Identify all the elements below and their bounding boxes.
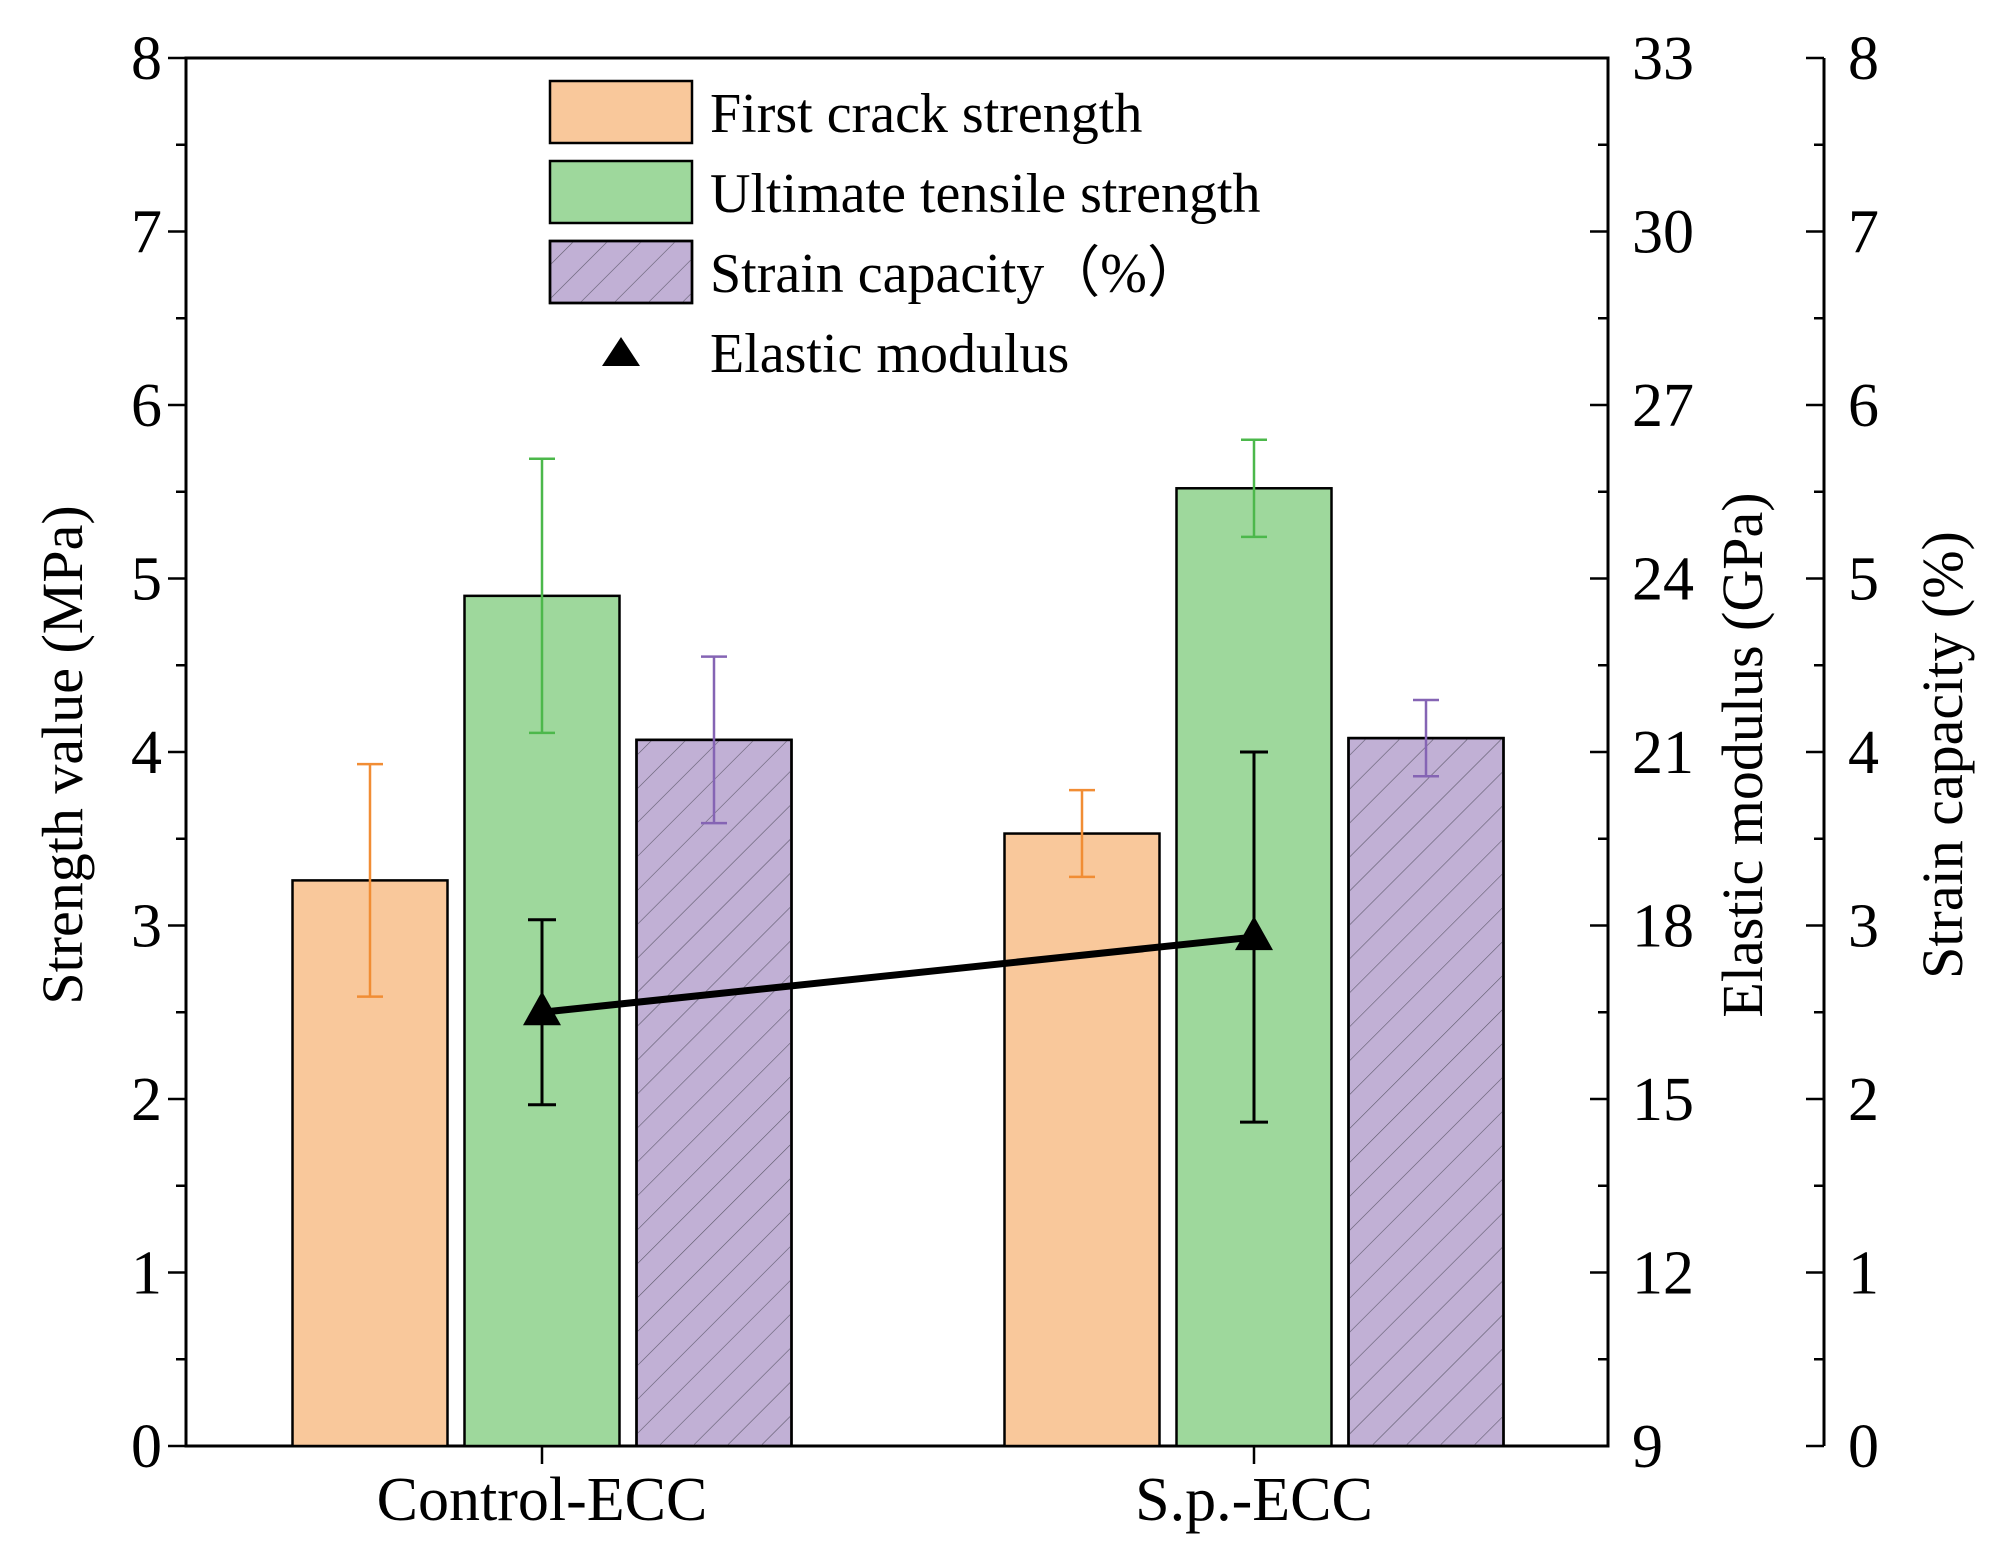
right-axis-tick-label: 27: [1632, 372, 1694, 440]
error-bar: [1069, 788, 1095, 879]
right-axis-tick-label: 30: [1632, 199, 1694, 267]
legend-swatch-first-crack: [548, 79, 694, 145]
strain-axis-tick-label: 1: [1848, 1240, 1879, 1308]
right-axis-tick-label: 24: [1632, 546, 1694, 614]
category-label: S.p.-ECC: [1135, 1466, 1373, 1534]
right-axis-tick-label: 9: [1632, 1413, 1663, 1481]
modulus-point: [523, 991, 561, 1026]
left-axis-tick-label: 2: [131, 1066, 162, 1134]
error-bar: [701, 655, 727, 825]
error-bar: [1241, 438, 1267, 539]
right-axis-title: Elastic modulus (GPa): [1710, 492, 1775, 1017]
bar-0-1: [1003, 832, 1161, 1448]
legend-label-first-crack: First crack strength: [710, 83, 1142, 145]
legend-swatch-ultimate: [548, 159, 694, 225]
left-axis-tick-label: 7: [131, 199, 162, 267]
error-bar: [529, 457, 555, 735]
elastic-modulus-line: [541, 933, 1255, 1016]
strain-axis-tick-label: 2: [1848, 1066, 1879, 1134]
left-axis-tick-label: 6: [131, 372, 162, 440]
bar-hatch-0: [635, 738, 793, 1448]
strain-axis-tick-label: 7: [1848, 199, 1879, 267]
category-labels: Control-ECC S.p.-ECC: [377, 1466, 1373, 1534]
error-bar: [357, 762, 383, 998]
left-axis-tick-label: 0: [131, 1413, 162, 1481]
left-axis-tick-label: 8: [131, 25, 162, 93]
legend-label-ultimate: Ultimate tensile strength: [710, 163, 1261, 225]
strain-axis-tick-label: 8: [1848, 25, 1879, 93]
right-axis-tick-label: 15: [1632, 1066, 1694, 1134]
right-axis-tick-label: 12: [1632, 1240, 1694, 1308]
error-bars-group: [357, 438, 1439, 998]
left-axis-tick-label: 4: [131, 719, 162, 787]
bar-hatch-1: [1347, 736, 1505, 1448]
left-axis-tick-label: 1: [131, 1240, 162, 1308]
right-axis-tick-label: 18: [1632, 893, 1694, 961]
left-axis-tick-label: 3: [131, 893, 162, 961]
legend-swatch-strain-hatch: [548, 239, 694, 305]
right-axis-tick-label: 21: [1632, 719, 1694, 787]
strain-axis-tick-label: 6: [1848, 372, 1879, 440]
bars-group: [291, 487, 1505, 1448]
strain-axis-title: Strain capacity (%): [1910, 531, 1975, 979]
strain-axis-tick-label: 3: [1848, 893, 1879, 961]
strain-axis-tick-label: 5: [1848, 546, 1879, 614]
category-label: Control-ECC: [377, 1466, 708, 1534]
error-bar: [1413, 698, 1439, 778]
legend: First crack strength Ultimate tensile st…: [548, 79, 1261, 385]
right-axis-tick-label: 33: [1632, 25, 1694, 93]
legend-label-strain: Strain capacity（%）: [710, 243, 1203, 305]
modulus-point: [1235, 916, 1273, 951]
left-axis-tick-label: 5: [131, 546, 162, 614]
left-axis-title: Strength value (MPa): [30, 505, 95, 1004]
legend-label-modulus: Elastic modulus: [710, 323, 1069, 385]
elastic-modulus-group: [523, 750, 1273, 1124]
strain-axis-tick-label: 4: [1848, 719, 1879, 787]
legend-triangle-icon: [602, 337, 640, 366]
strain-axis-tick-label: 0: [1848, 1413, 1879, 1481]
